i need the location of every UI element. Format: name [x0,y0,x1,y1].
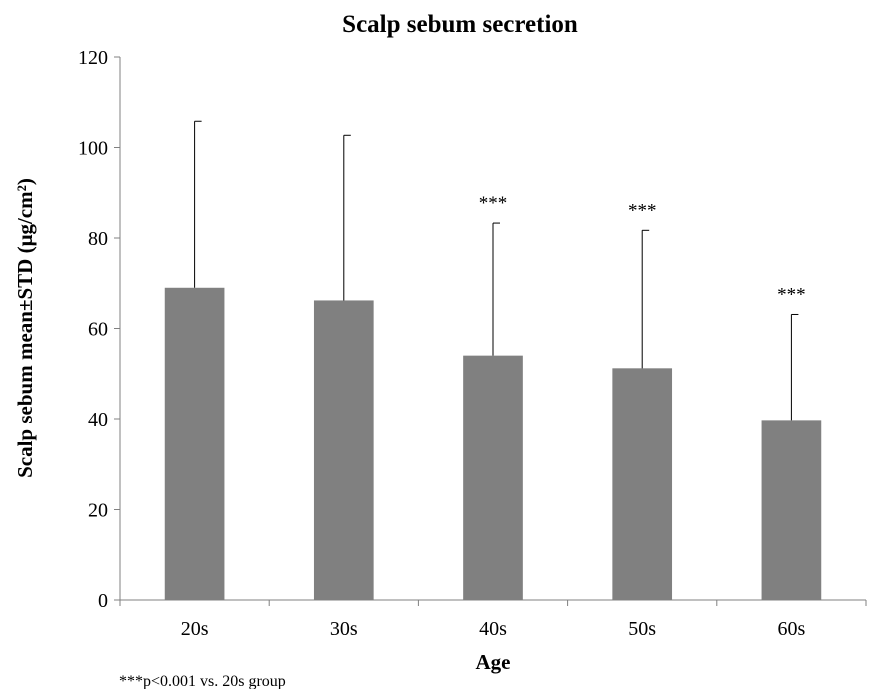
significance-marker-50s: *** [628,200,657,221]
y-tick-label: 0 [98,590,108,612]
x-axis-label: Age [476,650,511,674]
x-tick-label-50s: 50s [628,618,656,640]
x-tick-label-20s: 20s [181,618,209,640]
significance-marker-40s: *** [479,193,508,214]
x-tick-label-30s: 30s [330,618,358,640]
y-tick-label: 80 [88,228,108,250]
x-tick-label-40s: 40s [479,618,507,640]
y-tick-label: 20 [88,500,108,522]
y-axis-label: Scalp sebum mean±STD (μg/cm²) [13,178,37,478]
y-tick-label: 40 [88,409,108,431]
bar-50s [612,368,673,600]
x-tick-label-60s: 60s [778,618,806,640]
bar-60s [761,420,822,600]
y-tick-label: 120 [78,47,108,69]
significance-marker-60s: *** [777,284,806,305]
bar-30s [313,300,374,600]
footnote: ***p<0.001 vs. 20s group [119,673,286,689]
bar-20s [164,287,225,600]
y-tick-label: 100 [78,138,108,160]
y-tick-label: 60 [88,319,108,341]
chart-title: Scalp sebum secretion [342,11,578,38]
bar-40s [463,355,523,600]
